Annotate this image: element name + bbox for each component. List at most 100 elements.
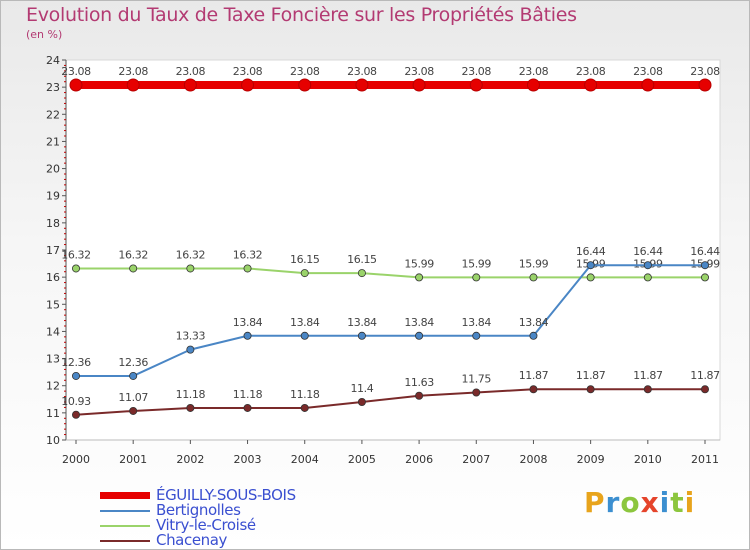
- data-label: 12.36: [118, 356, 148, 369]
- data-label: 16.44: [633, 245, 663, 258]
- data-label: 11.63: [404, 376, 434, 389]
- data-label: 16.44: [690, 245, 720, 258]
- data-label: 15.99: [462, 257, 492, 270]
- data-label: 11.87: [633, 369, 663, 382]
- data-label: 23.08: [290, 65, 320, 78]
- data-point: [357, 397, 366, 406]
- y-tick-label: 17: [46, 244, 60, 257]
- data-label: 23.08: [118, 65, 148, 78]
- data-point: [69, 78, 83, 92]
- data-point: [412, 78, 426, 92]
- data-label: 23.08: [61, 65, 91, 78]
- data-point: [701, 261, 710, 270]
- y-tick-label: 14: [46, 325, 60, 338]
- x-tick-label: 2004: [291, 453, 319, 466]
- data-point: [126, 78, 140, 92]
- x-tick-label: 2008: [519, 453, 547, 466]
- data-label: 15.99: [519, 257, 549, 270]
- data-point: [641, 78, 655, 92]
- data-point: [472, 388, 481, 397]
- x-tick-label: 2011: [691, 453, 719, 466]
- data-point: [469, 78, 483, 92]
- data-label: 13.84: [347, 316, 377, 329]
- data-point: [472, 331, 481, 340]
- legend-label: Bertignolles: [156, 501, 241, 519]
- y-tick-label: 13: [46, 353, 60, 366]
- data-point: [529, 273, 538, 282]
- data-point: [357, 331, 366, 340]
- data-point: [584, 78, 598, 92]
- data-label: 23.08: [347, 65, 377, 78]
- data-label: 16.15: [347, 253, 377, 266]
- data-label: 11.4: [350, 382, 373, 395]
- data-point: [241, 78, 255, 92]
- data-point: [698, 78, 712, 92]
- y-tick-label: 20: [46, 163, 60, 176]
- data-label: 16.32: [233, 248, 263, 261]
- legend-swatch: [100, 540, 150, 542]
- data-label: 16.44: [576, 245, 606, 258]
- series-line-3: [75, 388, 705, 416]
- data-label: 23.08: [576, 65, 606, 78]
- chart-unit: (en %): [26, 28, 63, 41]
- data-label: 10.93: [61, 395, 91, 408]
- data-point: [186, 345, 195, 354]
- data-label: 11.87: [519, 369, 549, 382]
- legend-swatch: [100, 510, 150, 512]
- data-point: [300, 403, 309, 412]
- x-tick-label: 2006: [405, 453, 433, 466]
- data-point: [243, 403, 252, 412]
- data-label: 23.08: [519, 65, 549, 78]
- data-point: [298, 78, 312, 92]
- y-tick-label: 24: [46, 54, 60, 67]
- data-point: [300, 331, 309, 340]
- data-point: [643, 273, 652, 282]
- data-point: [586, 273, 595, 282]
- data-label: 11.18: [176, 388, 206, 401]
- data-label: 23.08: [462, 65, 492, 78]
- data-label: 13.84: [233, 316, 263, 329]
- y-tick-label: 19: [46, 190, 60, 203]
- data-point: [129, 264, 138, 273]
- data-point: [129, 406, 138, 415]
- x-tick-label: 2009: [577, 453, 605, 466]
- data-label: 13.84: [404, 316, 434, 329]
- series-line-1: [76, 264, 705, 377]
- data-point: [415, 391, 424, 400]
- data-point: [72, 371, 81, 380]
- legend-label: ÉGUILLY-SOUS-BOIS: [156, 486, 296, 504]
- data-point: [415, 331, 424, 340]
- x-tick-label: 2007: [462, 453, 490, 466]
- data-point: [243, 331, 252, 340]
- legend-swatch: [100, 492, 150, 499]
- y-tick-label: 11: [46, 407, 60, 420]
- y-tick-label: 10: [46, 434, 60, 447]
- y-tick-label: 15: [46, 298, 60, 311]
- data-point: [357, 269, 366, 278]
- data-point: [415, 273, 424, 282]
- x-tick-label: 2000: [62, 453, 90, 466]
- data-label: 11.07: [118, 391, 148, 404]
- data-label: 16.32: [61, 248, 91, 261]
- data-point: [643, 261, 652, 270]
- data-label: 23.08: [233, 65, 263, 78]
- data-point: [72, 264, 81, 273]
- legend-label: Vitry-le-Croisé: [156, 516, 256, 534]
- data-point: [586, 385, 595, 394]
- x-tick-label: 2010: [634, 453, 662, 466]
- data-point: [186, 403, 195, 412]
- data-label: 16.32: [118, 248, 148, 261]
- y-tick-label: 12: [46, 380, 60, 393]
- x-tick-label: 2003: [234, 453, 262, 466]
- y-tick-label: 18: [46, 217, 60, 230]
- series-line-2: [76, 267, 705, 279]
- y-tick-label: 21: [46, 135, 60, 148]
- data-label: 11.87: [690, 369, 720, 382]
- y-tick-label: 23: [46, 81, 60, 94]
- chart-title: Evolution du Taux de Taxe Foncière sur l…: [26, 4, 577, 26]
- data-point: [186, 264, 195, 273]
- data-label: 23.08: [690, 65, 720, 78]
- data-label: 13.84: [519, 316, 549, 329]
- data-point: [72, 410, 81, 419]
- plot-area: [65, 59, 721, 441]
